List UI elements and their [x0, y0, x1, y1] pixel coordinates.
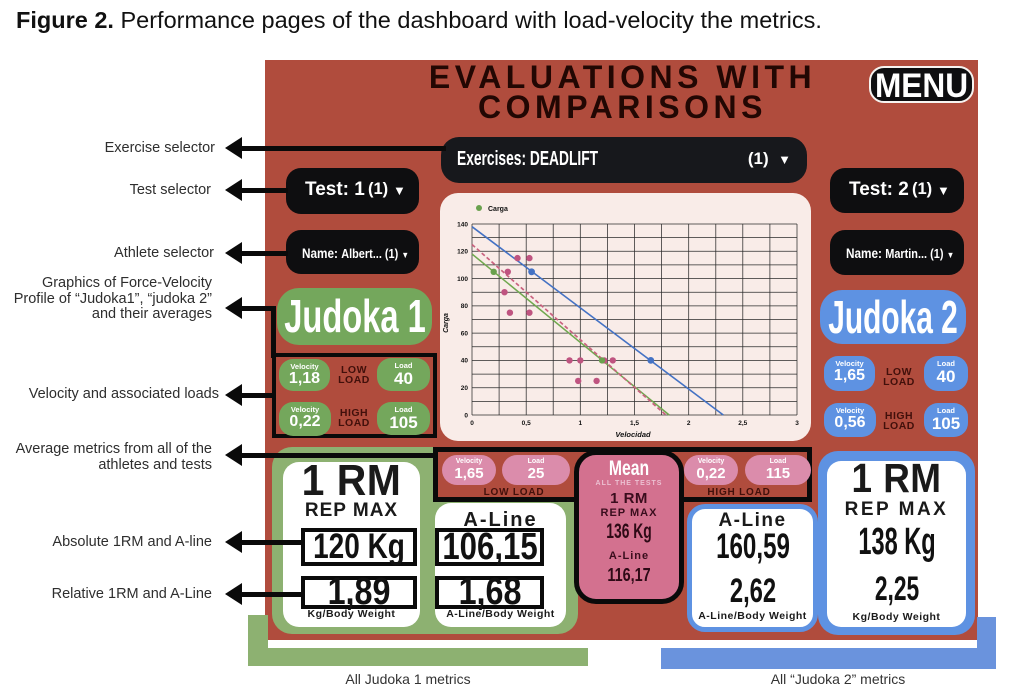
svg-text:1,5: 1,5: [630, 420, 639, 427]
svg-text:120: 120: [457, 249, 468, 256]
svg-text:80: 80: [461, 303, 469, 310]
svg-text:Carga: Carga: [443, 313, 450, 333]
svg-text:Velocidad: Velocidad: [615, 430, 651, 439]
svg-text:2,5: 2,5: [738, 420, 747, 427]
svg-text:2: 2: [687, 420, 691, 427]
svg-text:40: 40: [461, 358, 469, 365]
svg-text:0: 0: [470, 420, 474, 427]
svg-text:1: 1: [578, 420, 582, 427]
svg-text:0: 0: [464, 412, 468, 419]
svg-text:140: 140: [457, 221, 468, 228]
svg-text:0,5: 0,5: [522, 420, 531, 427]
svg-text:3: 3: [795, 420, 799, 427]
svg-text:Carga: Carga: [488, 206, 508, 213]
svg-text:20: 20: [461, 385, 469, 392]
svg-text:60: 60: [461, 330, 469, 337]
svg-text:100: 100: [457, 276, 468, 283]
